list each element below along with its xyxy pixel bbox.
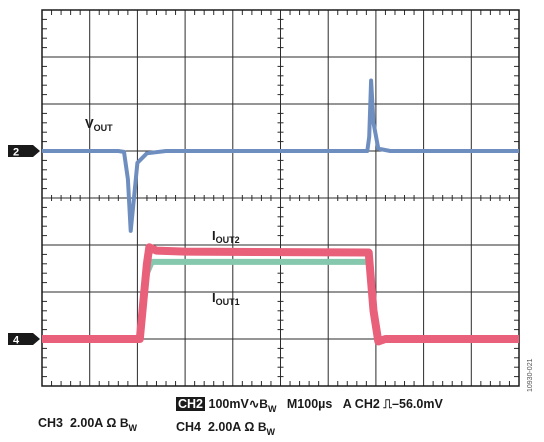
coupling-symbol: ∿	[248, 397, 260, 411]
figure-id: 10930-021	[527, 358, 534, 392]
ohm-symbol: Ω	[106, 416, 117, 430]
status-scale: 2.00A	[207, 420, 241, 434]
traces	[42, 78, 519, 346]
plot-border	[41, 9, 520, 387]
status-trigger-level: –56.0mV	[392, 397, 443, 411]
channel-marker-ch2	[8, 145, 40, 157]
trace-label-ch2: VOUT	[85, 116, 113, 133]
trace-labels: VOUT IOUT2 IOUT1	[85, 116, 240, 307]
bw-sub: W	[266, 427, 276, 437]
trace-label-ch3: IOUT1	[212, 290, 240, 307]
channel-marker-ch4	[8, 333, 40, 345]
trace-ch2	[42, 78, 519, 233]
ohm-symbol: Ω	[244, 420, 255, 434]
channel-marker-label: 4	[13, 335, 20, 347]
bw-sub: W	[128, 423, 138, 433]
channel-markers: 24	[8, 145, 40, 347]
trace-ch4	[42, 243, 519, 346]
status-scale: 2.00A	[69, 416, 103, 430]
status-trigger: A CH2	[342, 397, 380, 411]
status-channel: CH2	[176, 397, 206, 411]
status-line-1: CH2 100mV∿BW M100µs A CH2 ⎍–56.0mV	[176, 396, 443, 414]
bw-main: B	[119, 416, 129, 430]
status-channel: CH4	[176, 420, 202, 434]
status-channel: CH3	[38, 416, 64, 430]
status-line-2-left: CH3 2.00A Ω BW	[38, 416, 138, 433]
bw-main: B	[257, 420, 267, 434]
bw-sub: W	[267, 404, 277, 414]
grid	[41, 9, 520, 387]
status-timebase: M100µs	[286, 397, 333, 411]
trigger-symbol: ⎍	[383, 397, 393, 411]
trace-label-ch4: IOUT2	[212, 228, 240, 245]
status-line-2-right: CH4 2.00A Ω BW	[176, 420, 276, 437]
status-scale: 100mV	[208, 397, 249, 411]
bw-main: B	[259, 397, 268, 411]
channel-marker-label: 2	[13, 147, 19, 159]
